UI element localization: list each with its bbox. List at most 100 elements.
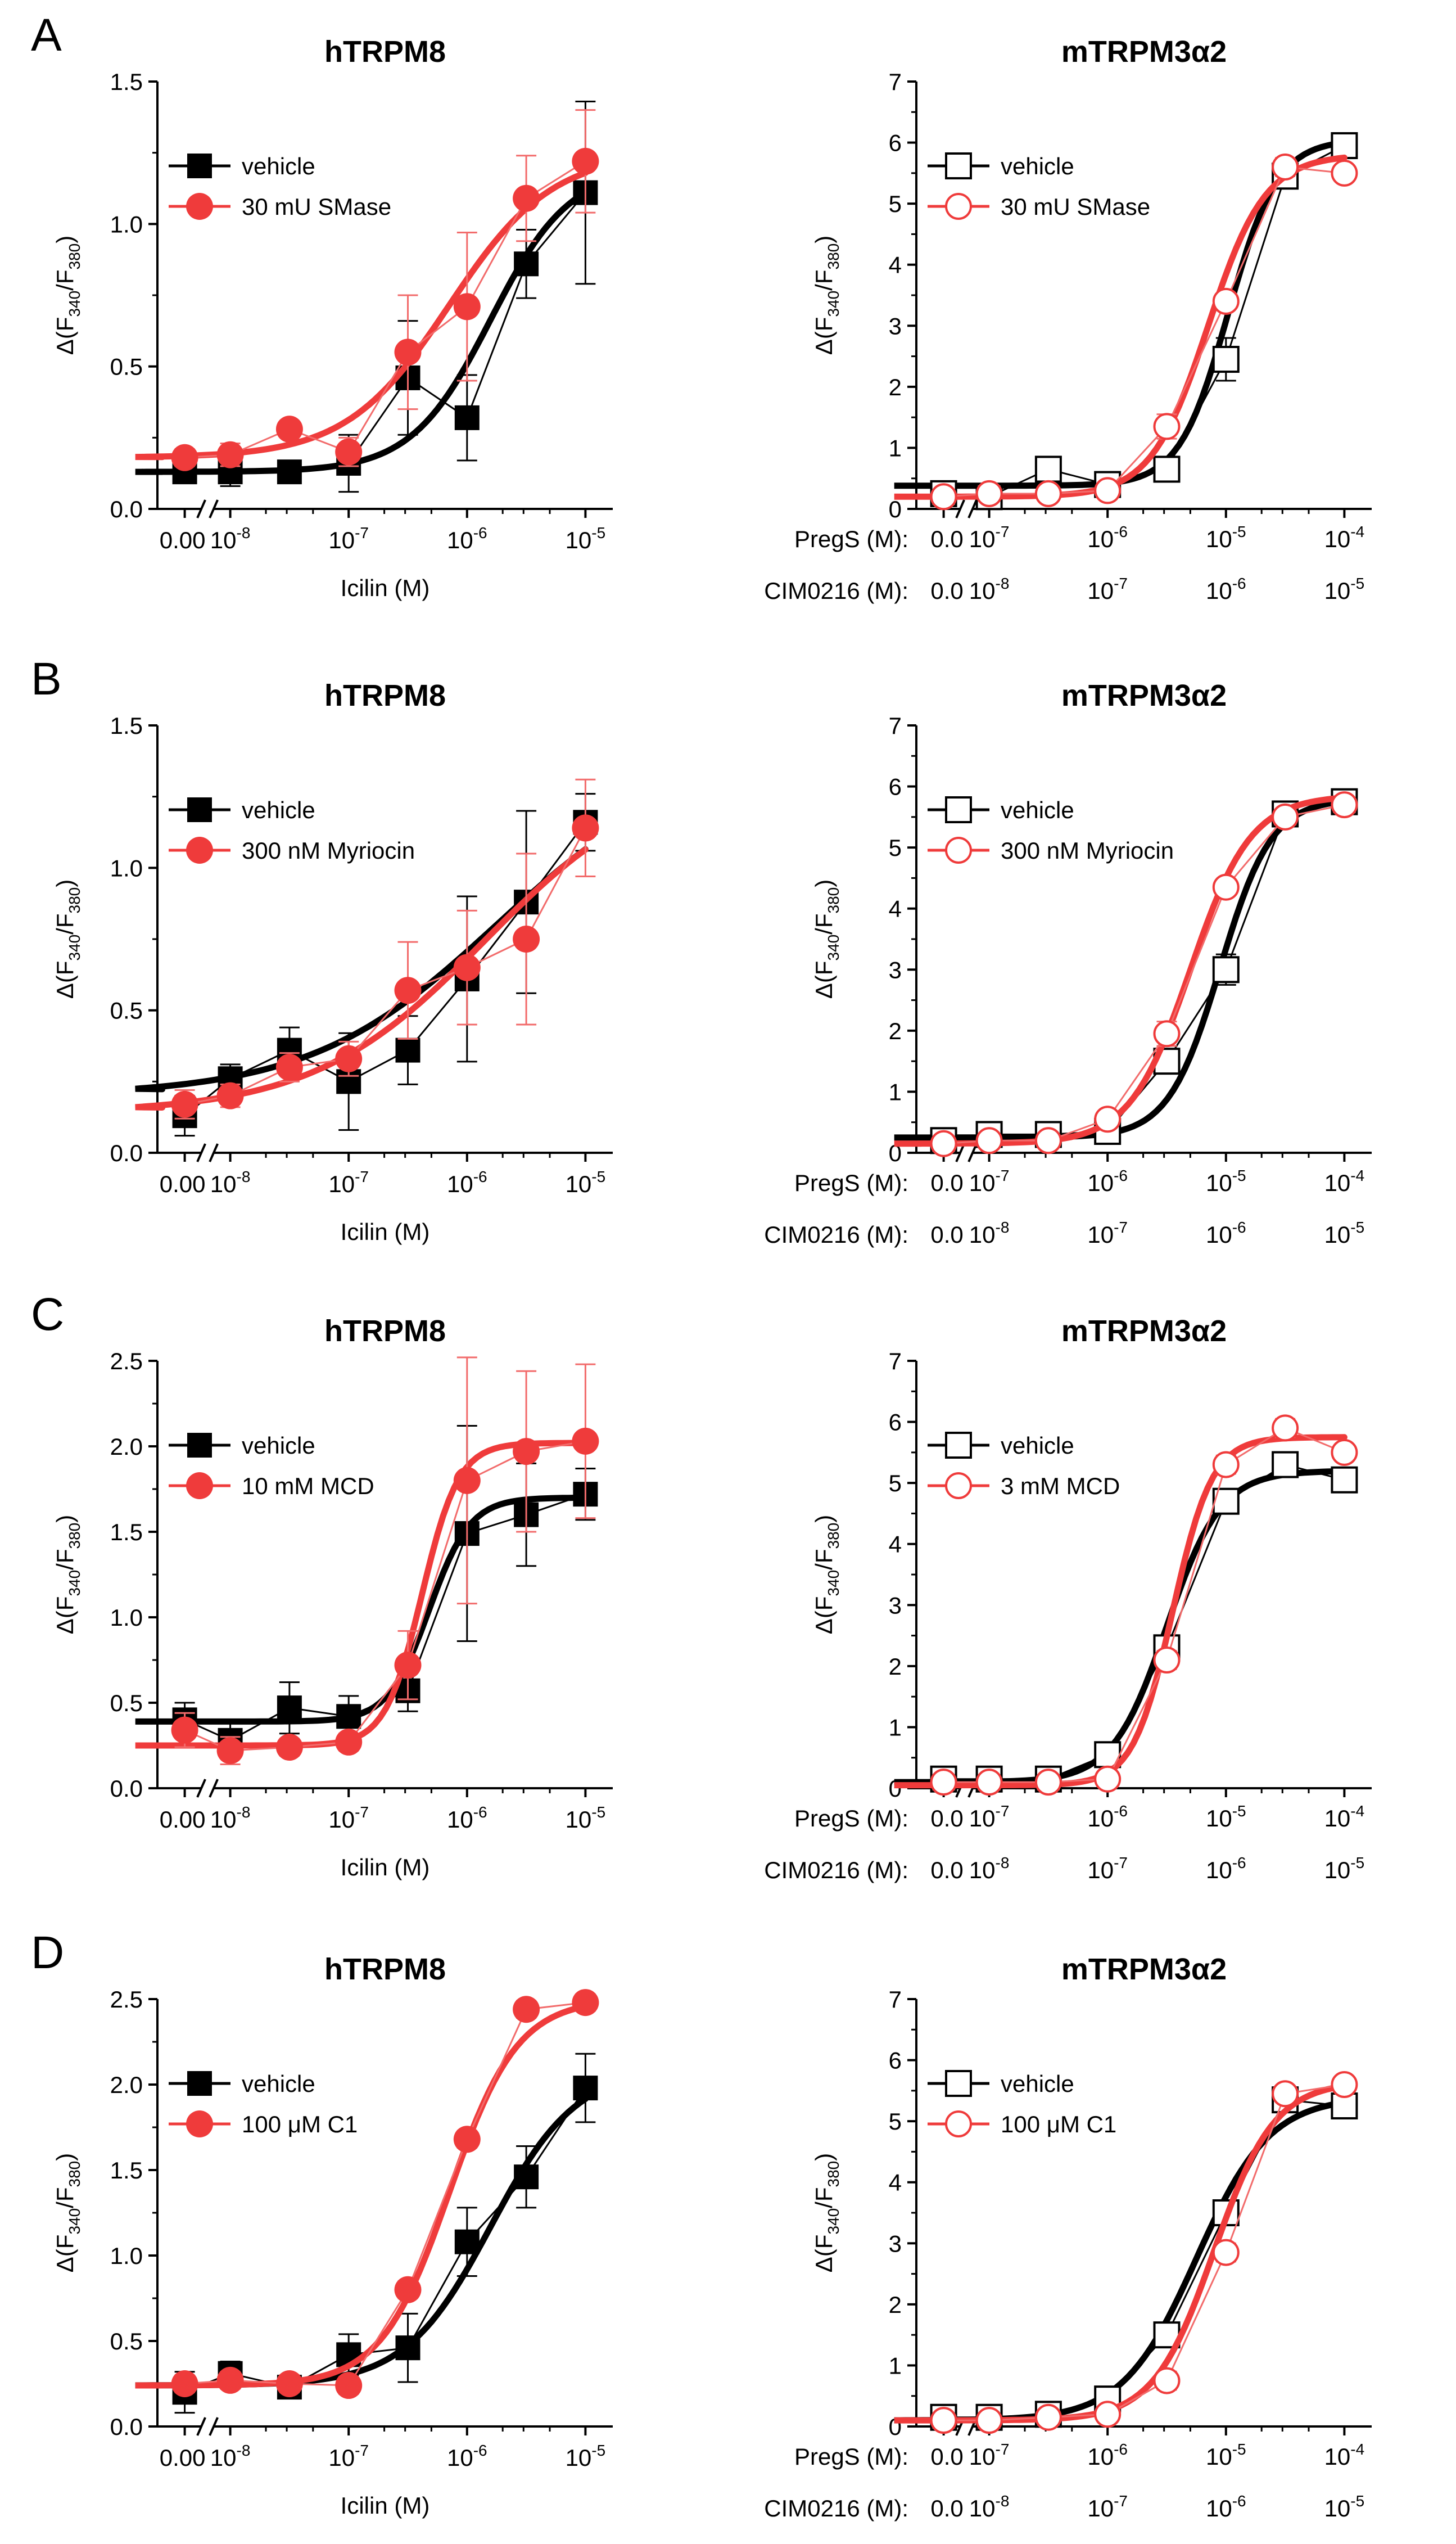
- y-tick-label: 5: [889, 2108, 902, 2135]
- data-point: [1034, 2403, 1062, 2431]
- x-tick-label: 10-6: [1206, 1219, 1246, 1248]
- x-tick-label: 10-5: [566, 1803, 606, 1833]
- y-axis-label-part: Δ(F: [811, 961, 837, 999]
- y-tick-label: 1.0: [110, 211, 143, 237]
- y-axis-label-part: Δ(F: [52, 2235, 78, 2273]
- legend-marker: [186, 193, 213, 220]
- panel-letter: B: [31, 653, 62, 705]
- x-tick-label: 10-7: [328, 1803, 369, 1833]
- data-point: [1034, 1127, 1062, 1154]
- y-tick-label: 1.5: [110, 1519, 143, 1545]
- x-tick-label-exp: -8: [996, 1219, 1010, 1236]
- legend-marker: [945, 1472, 972, 1499]
- legend-label: 3 mM MCD: [1001, 1473, 1120, 1499]
- panel-letter: D: [31, 1927, 64, 1978]
- x-tick-label: 10-7: [1087, 1219, 1128, 1248]
- data-point: [1153, 2367, 1181, 2394]
- y-axis-label-part: /F: [52, 2187, 78, 2208]
- data-point: [275, 2370, 303, 2397]
- data-point: [454, 405, 480, 430]
- y-tick-label: 2: [889, 1653, 902, 1680]
- x-tick-label: 10-6: [1206, 1854, 1246, 1883]
- data-point: [171, 1090, 198, 1118]
- x-tick-label: 10-6: [1087, 1167, 1128, 1196]
- x-tick-label-exp: -6: [1232, 575, 1246, 592]
- x-tick-label: 10-4: [1324, 1167, 1365, 1196]
- y-axis-label: Δ(F340/F380): [52, 2153, 83, 2272]
- data-point: [395, 2335, 420, 2361]
- legend-label: vehicle: [1001, 2071, 1074, 2097]
- y-tick-label: 0.0: [110, 1775, 143, 1802]
- x-tick-label-base: 10: [969, 1805, 996, 1832]
- x-tick-label-base: 0.00: [160, 527, 206, 553]
- legend-label: vehicle: [242, 1432, 315, 1459]
- x-tick-label-base: 10: [969, 2495, 996, 2522]
- x-row-label: PregS (M):: [794, 2443, 908, 2470]
- data-point: [930, 2407, 957, 2434]
- x-tick-label-base: 10: [1324, 1857, 1351, 1883]
- x-row-label: PregS (M):: [794, 1805, 908, 1832]
- data-point: [1331, 1438, 1358, 1466]
- data-point: [572, 147, 599, 175]
- x-tick-label-base: 10: [1206, 1857, 1232, 1883]
- x-tick-label-base: 10: [969, 578, 996, 604]
- x-tick-label-base: 10: [1206, 526, 1232, 552]
- x-tick-label: 10-6: [447, 524, 487, 553]
- y-tick-label: 0.5: [110, 354, 143, 380]
- axis-break-mark: [967, 1143, 978, 1162]
- legend-marker: [186, 1472, 213, 1499]
- data-point: [1212, 2239, 1240, 2266]
- x-tick-label-base: 10: [328, 1806, 355, 1833]
- data-point: [1331, 791, 1358, 819]
- x-tick-label-exp: -6: [1114, 2441, 1128, 2458]
- x-tick-label-exp: -5: [1350, 1219, 1364, 1236]
- data-point: [335, 2372, 363, 2399]
- chart-title: mTRPM3α2: [1061, 679, 1227, 712]
- x-tick-label: 10-4: [1324, 523, 1365, 552]
- x-tick-label-exp: -7: [996, 523, 1010, 540]
- x-tick-label-exp: -4: [1350, 1167, 1364, 1184]
- x-tick-label: 0.0: [930, 526, 963, 552]
- x-tick-label-exp: -6: [1114, 1167, 1128, 1184]
- chart-title: mTRPM3α2: [1061, 35, 1227, 69]
- x-tick-label-base: 10: [210, 2444, 237, 2471]
- x-tick-label: 10-8: [969, 1219, 1010, 1248]
- fit-curve-30-mU-SMase: [135, 170, 589, 461]
- x-tick-label-exp: -8: [237, 1168, 251, 1185]
- y-tick-label: 7: [889, 1986, 902, 2013]
- x-tick-label-exp: -5: [1350, 1854, 1364, 1871]
- data-point: [275, 1734, 303, 1761]
- x-tick-label-exp: -5: [591, 524, 605, 542]
- y-tick-label: 3: [889, 957, 902, 983]
- data-point: [1212, 873, 1240, 901]
- y-axis-label-part: 380: [66, 1523, 83, 1549]
- data-point: [513, 184, 540, 212]
- y-tick-label: 3: [889, 2230, 902, 2257]
- y-axis-label-part: 340: [66, 291, 83, 317]
- x-tick-label-exp: -5: [591, 1168, 605, 1185]
- x-tick-label-base: 10: [566, 1806, 592, 1833]
- data-point: [1153, 1020, 1181, 1048]
- y-axis-label: Δ(F340/F380): [811, 236, 842, 355]
- data-point: [513, 1996, 540, 2023]
- y-axis-label-part: 340: [66, 935, 83, 961]
- x-tick-label: 10-7: [1087, 1854, 1128, 1883]
- x-tick-label-exp: -4: [1350, 523, 1364, 540]
- x-tick-label: 10-8: [210, 1168, 251, 1197]
- legend-marker: [945, 796, 972, 823]
- y-axis-label-part: Δ(F: [52, 1596, 78, 1635]
- y-tick-label: 1.0: [110, 2243, 143, 2269]
- y-tick-label: 0.5: [110, 998, 143, 1024]
- y-axis-label-part: 340: [66, 1570, 83, 1596]
- chart-title: hTRPM8: [324, 679, 446, 712]
- panel-letter: C: [31, 1289, 64, 1340]
- x-tick-label-base: 10: [1324, 2495, 1351, 2522]
- x-tick-label-base: 10: [1087, 578, 1114, 604]
- y-axis-label-part: Δ(F: [52, 317, 78, 355]
- x-tick-label-base: 10: [328, 1171, 355, 1197]
- x-tick-label: 10-7: [1087, 2492, 1128, 2522]
- x-tick-label-base: 0.0: [930, 1857, 963, 1883]
- y-axis-label: Δ(F340/F380): [52, 236, 83, 355]
- y-tick-label: 1: [889, 1714, 902, 1740]
